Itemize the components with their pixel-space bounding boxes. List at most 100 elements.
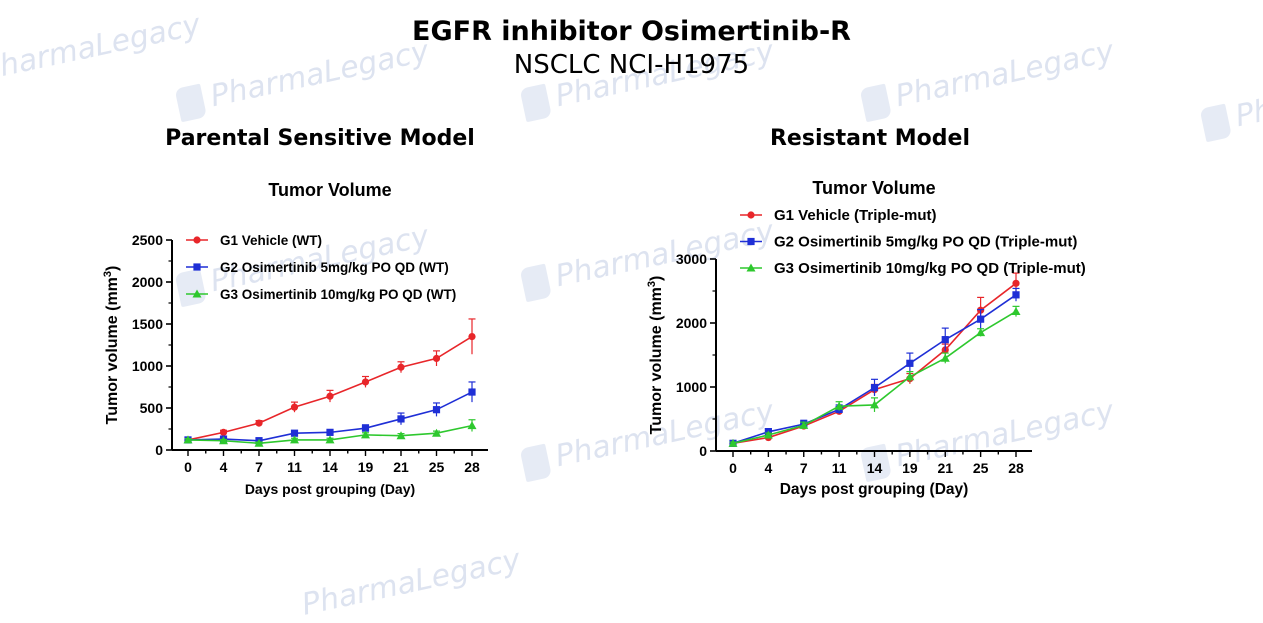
right-model-title: Resistant Model <box>769 126 970 151</box>
chart-right-legend-marker-2 <box>747 237 755 246</box>
chart-right-series-2-point <box>1012 291 1020 299</box>
chart-right-series-3-point <box>905 372 915 381</box>
chart-right-xtick-label: 28 <box>1008 460 1024 476</box>
page-title: EGFR inhibitor Osimertinib-R <box>412 16 851 47</box>
chart-left-series-3-point <box>432 428 441 437</box>
chart-right-legend-marker-3 <box>746 263 756 272</box>
chart-right-y-label-sup: 3 <box>646 281 658 287</box>
chart-left-series-1-point <box>255 419 263 427</box>
chart-left-series-1-point <box>432 354 441 363</box>
chart-left-series-1-point <box>326 392 334 400</box>
chart-left-title: Tumor Volume <box>268 180 391 200</box>
chart-right-series-3-point <box>799 420 809 429</box>
chart-left-series-1-point <box>468 333 476 341</box>
chart-right-ytick-label: 2000 <box>676 315 707 331</box>
chart-left-xtick-label: 7 <box>255 459 263 475</box>
chart-left-series-3-point <box>467 421 477 430</box>
chart-right-series-3-point <box>976 328 986 337</box>
chart-right: Tumor Volume 0 1000 2000 3000 0 4 7 11 14 19 21 25 28… <box>646 178 1086 498</box>
chart-right-series-3-point <box>763 430 773 439</box>
chart-left-series-2-point <box>290 429 299 437</box>
chart-left-legend-label-2: G2 Osimertinib 5mg/kg PO QD (WT) <box>220 260 449 275</box>
chart-right-series-1 <box>729 272 1020 447</box>
page-subtitle: NSCLC NCI-H1975 <box>513 50 750 80</box>
chart-right-xtick-label: 21 <box>937 460 953 476</box>
chart-left-series-1-point <box>290 403 299 411</box>
chart-right-xtick-label: 11 <box>832 460 847 476</box>
chart-right-xtick-label: 25 <box>973 460 989 476</box>
chart-right-series-2-point <box>870 384 879 392</box>
chart-left-legend-marker-2 <box>193 263 201 271</box>
chart-left-series-2-point <box>397 415 405 423</box>
chart-left-series-2-point <box>326 428 334 436</box>
chart-right-y-label: Tumor volume (mm3) <box>646 276 665 435</box>
chart-left-x-label: Days post grouping (Day) <box>245 481 415 497</box>
chart-right-series-3-point <box>870 400 879 409</box>
chart-left-series-3-point <box>219 436 228 445</box>
chart-left-ytick-label: 2000 <box>132 274 163 290</box>
chart-right-xtick-label: 7 <box>800 460 808 476</box>
chart-left-y-label-close: ) <box>104 266 121 271</box>
chart-left-series-3-point <box>183 435 193 444</box>
chart-left-series-1-line <box>187 335 473 441</box>
chart-left-ytick-label: 0 <box>155 442 163 458</box>
chart-left-series-1-point <box>397 363 405 371</box>
chart-left-ytick-label: 2500 <box>132 232 163 248</box>
chart-right-series-2 <box>729 287 1020 447</box>
chart-right-series-3 <box>728 305 1021 447</box>
chart-left-xtick-label: 14 <box>322 459 338 475</box>
chart-right-legend-marker-1 <box>747 211 755 219</box>
chart-right-series-2-point <box>941 336 949 344</box>
chart-right-legend-label-2: G2 Osimertinib 5mg/kg PO QD (Triple-mut) <box>774 234 1077 251</box>
chart-right-xtick-label: 14 <box>867 460 883 476</box>
chart-left-series-3-point <box>361 430 370 439</box>
chart-left-series-2-point <box>361 424 370 432</box>
chart-right-xtick-label: 0 <box>729 460 737 476</box>
left-model-title: Parental Sensitive Model <box>165 126 475 151</box>
chart-right-legend-label-3: G3 Osimertinib 10mg/kg PO QD (Triple-mut… <box>774 260 1086 277</box>
chart-left-y-label-main: Tumor volume (mm <box>104 277 121 424</box>
chart-left-ytick-label: 1000 <box>132 358 163 374</box>
chart-right-series-3-point <box>834 401 844 410</box>
chart-left-series-1 <box>184 318 476 444</box>
chart-right-title: Tumor Volume <box>812 178 935 198</box>
chart-left-series-1-point <box>361 378 370 386</box>
chart-left: Tumor Volume 0 500 1000 1500 2000 2500 0 4 7 11 14 1… <box>102 180 488 497</box>
chart-left-xtick-label: 28 <box>464 459 480 475</box>
chart-left-xtick-label: 21 <box>393 459 409 475</box>
chart-left-legend-label-3: G3 Osimertinib 10mg/kg PO QD (WT) <box>220 287 456 302</box>
chart-right-series-3-point <box>728 438 738 447</box>
chart-left-series-3-point <box>254 438 264 447</box>
chart-right-x-label: Days post grouping (Day) <box>780 481 969 498</box>
chart-right-series-2-point <box>977 315 985 323</box>
chart-left-legend-marker-1 <box>193 236 201 244</box>
chart-right-y-label-main: Tumor volume (mm <box>648 287 665 434</box>
chart-left-series-3-point <box>325 435 335 444</box>
chart-left-ytick-label: 1500 <box>132 316 163 332</box>
chart-left-xtick-label: 0 <box>184 459 192 475</box>
chart-left-series-2-point <box>468 388 476 396</box>
chart-left-y-label-sup: 3 <box>102 271 114 277</box>
chart-right-series-3-line <box>732 310 1017 445</box>
chart-left-series-3-point <box>290 435 299 444</box>
chart-right-ytick-label: 0 <box>699 443 707 459</box>
chart-left-series-1-point <box>219 428 228 436</box>
chart-right-series-1-line <box>732 282 1017 445</box>
chart-left-ytick-label: 500 <box>140 400 164 416</box>
chart-right-ytick-label: 3000 <box>676 251 707 267</box>
chart-right-series-2-point <box>906 359 914 367</box>
chart-right-series-3-point <box>1011 306 1021 315</box>
chart-right-xtick-label: 4 <box>764 460 772 476</box>
chart-left-series-3 <box>183 419 477 447</box>
chart-right-series-3-point <box>940 353 950 362</box>
chart-right-y-label-close: ) <box>648 276 665 281</box>
chart-left-legend-label-1: G1 Vehicle (WT) <box>220 233 322 248</box>
chart-right-ytick-label: 1000 <box>676 379 707 395</box>
chart-left-y-label: Tumor volume (mm3) <box>102 266 121 425</box>
chart-right-series-1-point <box>1012 279 1020 287</box>
chart-left-series-3-point <box>396 431 406 440</box>
chart-left-xtick-label: 11 <box>287 459 302 475</box>
chart-right-xtick-label: 19 <box>902 460 918 476</box>
chart-left-series-2-point <box>432 406 441 414</box>
